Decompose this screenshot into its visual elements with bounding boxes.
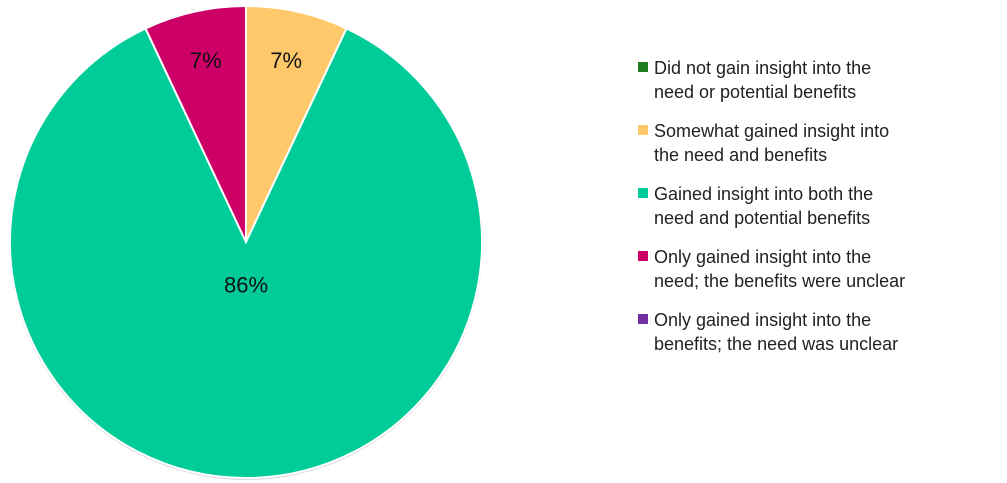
pie-slice-gained-insight-into-both-the-need-and-po <box>9 27 483 479</box>
legend-swatch-somewhat-gained <box>638 125 648 135</box>
legend: Did not gain insight into the need or po… <box>638 56 998 371</box>
legend-label-gained-both: Gained insight into both the need and po… <box>654 184 874 228</box>
data-label-somewhat-gained-insight-into-the-need-an: 7% <box>270 48 302 73</box>
legend-item-only-need: Only gained insight into the need; the b… <box>638 245 998 293</box>
legend-label-only-need: Only gained insight into the need; the b… <box>654 247 906 291</box>
legend-label-only-benefits: Only gained insight into the benefits; t… <box>654 310 899 354</box>
legend-swatch-gained-both <box>638 188 648 198</box>
legend-swatch-did-not-gain <box>638 62 648 72</box>
legend-swatch-only-benefits <box>638 314 648 324</box>
pie-slice-somewhat-gained-insight-into-the-need-an <box>245 4 348 243</box>
legend-swatch-only-need <box>638 251 648 261</box>
legend-label-somewhat-gained: Somewhat gained insight into the need an… <box>654 121 890 165</box>
legend-item-somewhat-gained: Somewhat gained insight into the need an… <box>638 119 998 167</box>
pie-slice-only-gained-insight-into-the-need-the-be <box>144 4 247 243</box>
legend-item-did-not-gain: Did not gain insight into the need or po… <box>638 56 998 104</box>
data-label-only-gained-insight-into-the-need-the-be: 7% <box>190 48 222 73</box>
legend-item-only-benefits: Only gained insight into the benefits; t… <box>638 308 998 356</box>
data-label-gained-insight-into-both-the-need-and-po: 86% <box>224 273 268 298</box>
legend-item-gained-both: Gained insight into both the need and po… <box>638 182 998 230</box>
legend-label-did-not-gain: Did not gain insight into the need or po… <box>654 58 872 102</box>
